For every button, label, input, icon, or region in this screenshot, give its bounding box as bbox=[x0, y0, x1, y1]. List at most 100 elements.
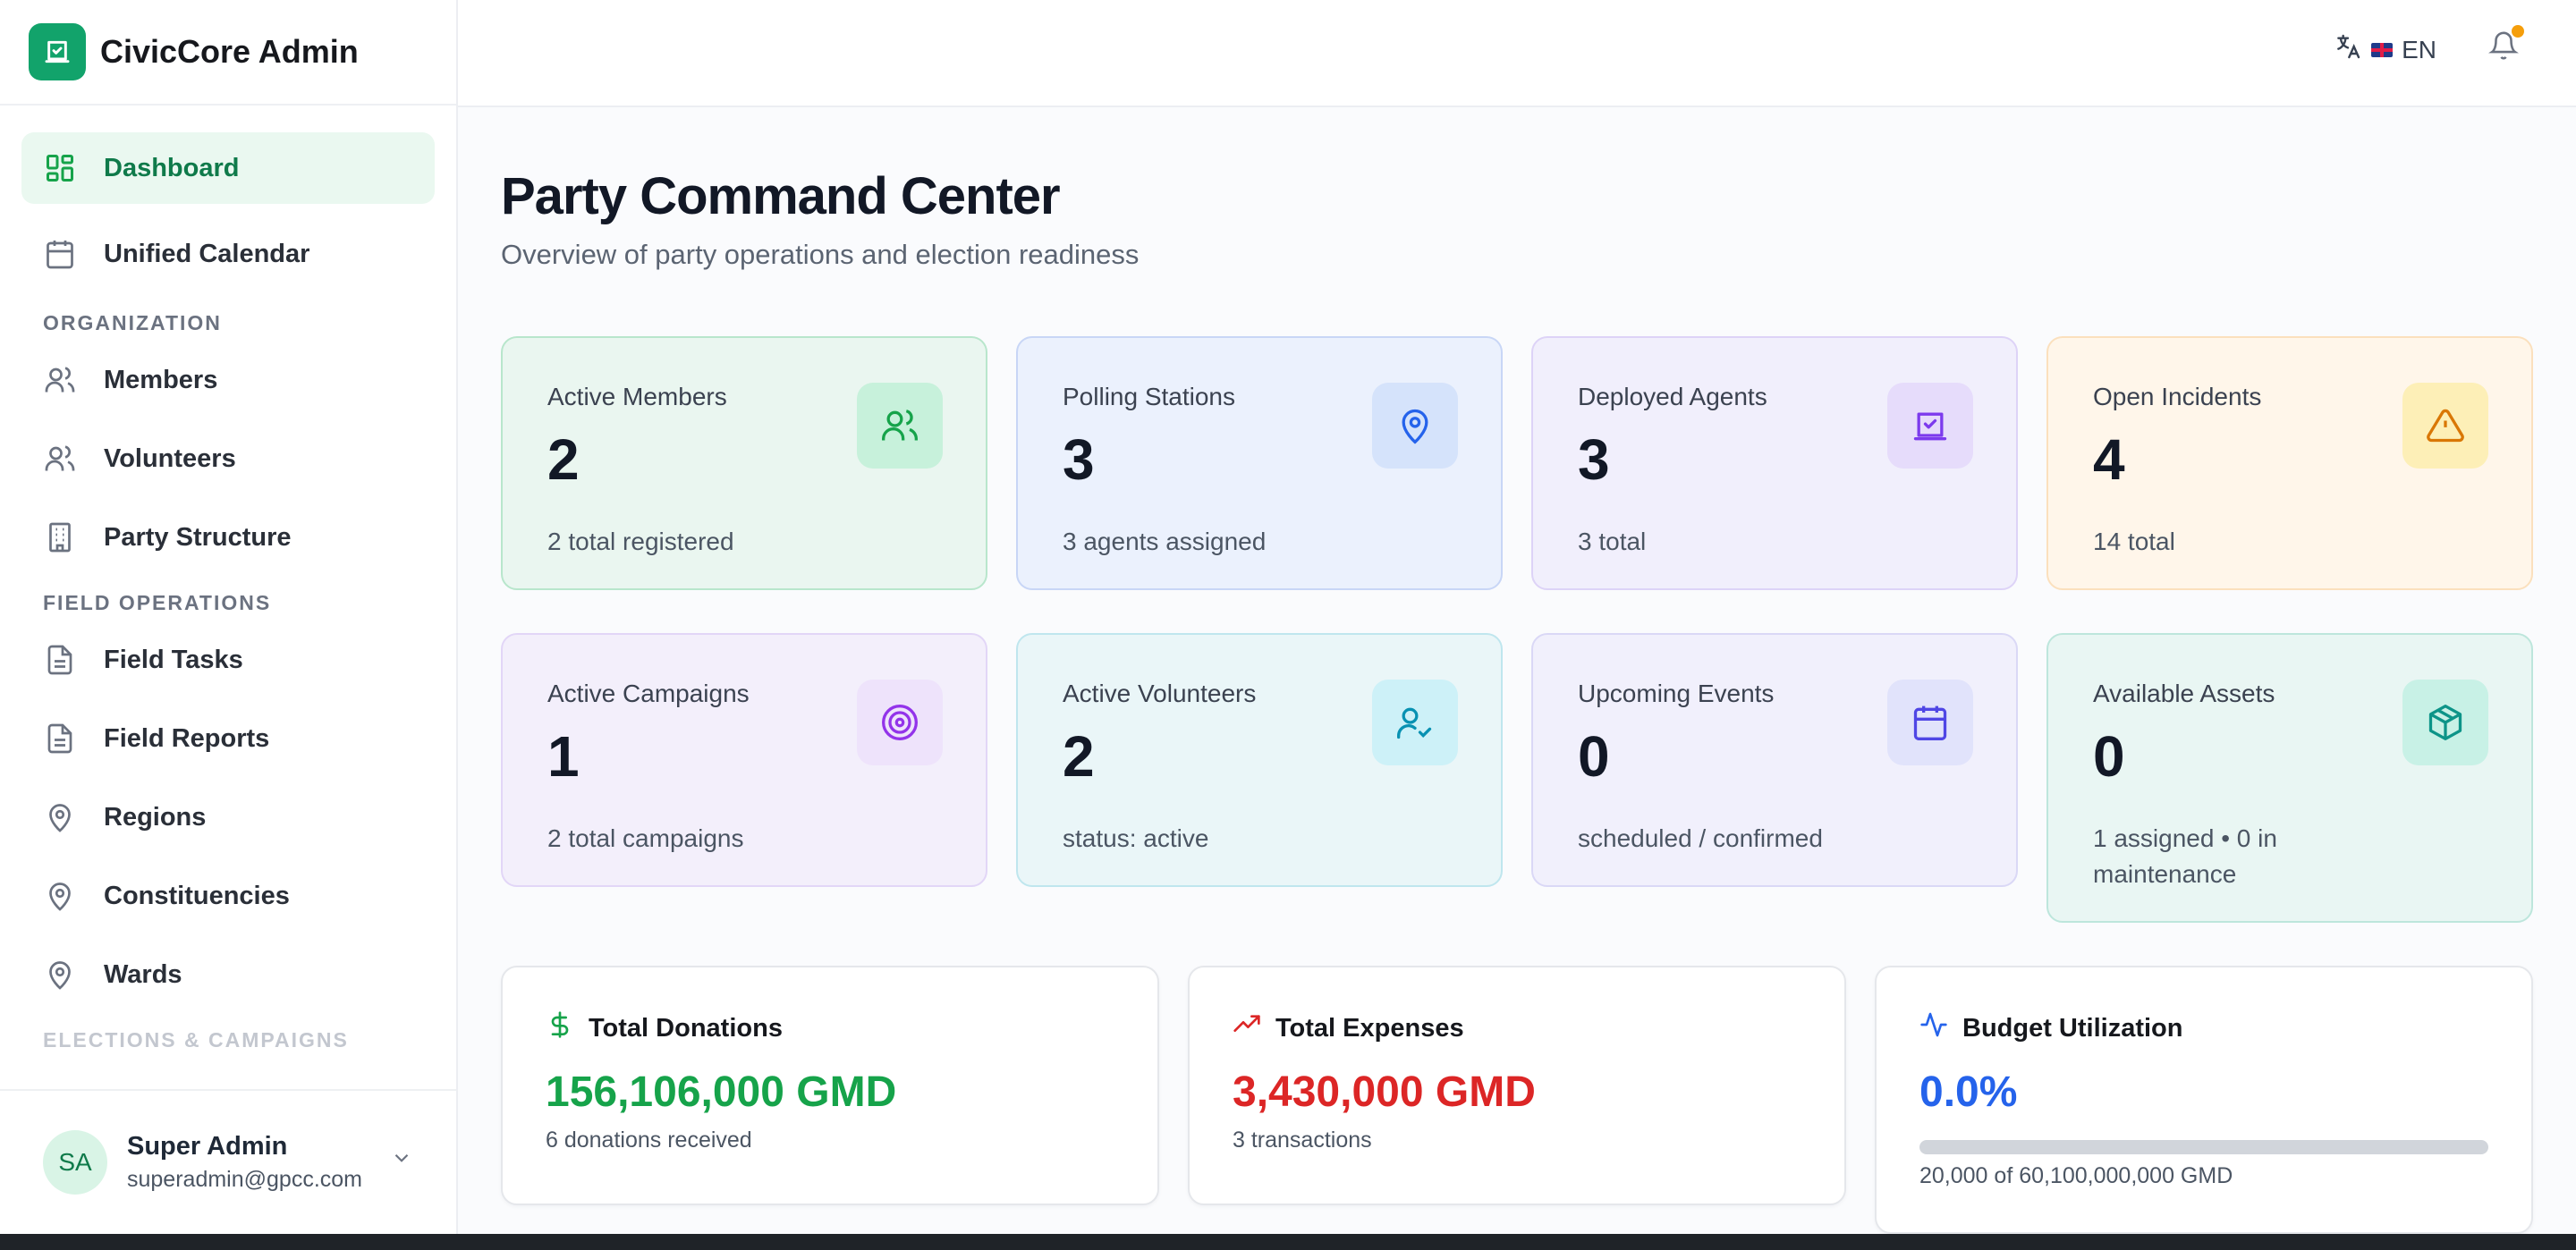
user-check-icon bbox=[1372, 680, 1458, 765]
stat-value: 2 bbox=[1063, 724, 1095, 789]
stat-card-available-assets[interactable]: Available Assets 0 1 assigned • 0 in mai… bbox=[2046, 633, 2533, 923]
language-code: EN bbox=[2402, 35, 2436, 63]
user-info: Super Admin superadmin@gpcc.com bbox=[127, 1132, 362, 1193]
stat-value: 4 bbox=[2093, 427, 2125, 492]
target-icon bbox=[857, 680, 943, 765]
budget-subtext: 20,000 of 60,100,000,000 GMD bbox=[1919, 1162, 2233, 1188]
package-icon bbox=[2402, 680, 2488, 765]
stat-subtext: 3 total bbox=[1578, 528, 1647, 555]
stat-subtext: 2 total registered bbox=[547, 528, 734, 555]
avatar: SA bbox=[43, 1130, 107, 1195]
sidebar-item-members[interactable]: Members bbox=[21, 348, 435, 412]
sidebar-item-label: Wards bbox=[104, 959, 182, 989]
stat-label: Deployed Agents bbox=[1578, 383, 1767, 410]
map-pin-icon bbox=[43, 958, 77, 992]
sidebar-item-label: Members bbox=[104, 365, 218, 394]
brand[interactable]: CivicCore Admin bbox=[0, 0, 456, 106]
user-menu[interactable]: SA Super Admin superadmin@gpcc.com bbox=[0, 1089, 456, 1234]
window-bottom-edge bbox=[0, 1234, 2576, 1250]
page-subtitle: Overview of party operations and electio… bbox=[501, 239, 1140, 270]
total-donations-card[interactable]: Total Donations 156,106,000 GMD 6 donati… bbox=[501, 966, 1159, 1205]
calendar-icon bbox=[43, 237, 77, 271]
sidebar-item-label: Field Reports bbox=[104, 723, 270, 753]
card-header: Total Donations bbox=[546, 1010, 1114, 1046]
bell-icon bbox=[2488, 31, 2519, 64]
card-title: Budget Utilization bbox=[1962, 1013, 2183, 1043]
uk-flag-icon bbox=[2371, 42, 2394, 57]
stat-label: Open Incidents bbox=[2093, 383, 2262, 410]
nav-section-title: ORGANIZATION bbox=[43, 311, 222, 334]
sidebar-item-label: Party Structure bbox=[104, 522, 292, 552]
translate-icon bbox=[2334, 32, 2362, 67]
file-text-icon bbox=[43, 643, 77, 677]
vote-box-icon bbox=[1887, 383, 1973, 469]
map-pin-icon bbox=[43, 879, 77, 913]
layout-grid-icon bbox=[43, 151, 77, 185]
sidebar-item-unified-calendar[interactable]: Unified Calendar bbox=[21, 218, 435, 290]
budget-utilization-card[interactable]: Budget Utilization 0.0% 20,000 of 60,100… bbox=[1875, 966, 2533, 1234]
stat-subtext: 3 agents assigned bbox=[1063, 528, 1267, 555]
stat-subtext: scheduled / confirmed bbox=[1578, 824, 1823, 852]
stat-label: Polling Stations bbox=[1063, 383, 1236, 410]
finance-row: Total Donations 156,106,000 GMD 6 donati… bbox=[501, 966, 2533, 1234]
sidebar-item-field-reports[interactable]: Field Reports bbox=[21, 706, 435, 771]
trending-up-icon bbox=[1233, 1010, 1261, 1046]
user-name: Super Admin bbox=[127, 1132, 288, 1161]
notifications-button[interactable] bbox=[2488, 25, 2524, 65]
top-bar: EN bbox=[458, 0, 2576, 107]
stat-label: Upcoming Events bbox=[1578, 680, 1775, 707]
stat-subtext: 14 total bbox=[2093, 528, 2175, 555]
sidebar-item-label: Unified Calendar bbox=[104, 239, 310, 268]
sidebar-item-label: Volunteers bbox=[104, 443, 236, 473]
stat-card-upcoming-events[interactable]: Upcoming Events 0 scheduled / confirmed bbox=[1531, 633, 2018, 887]
budget-value: 0.0% bbox=[1919, 1068, 2018, 1116]
stat-card-deployed-agents[interactable]: Deployed Agents 3 3 total bbox=[1531, 336, 2018, 590]
stat-card-active-volunteers[interactable]: Active Volunteers 2 status: active bbox=[1016, 633, 1503, 887]
sidebar-item-constituencies[interactable]: Constituencies bbox=[21, 864, 435, 928]
sidebar-item-party-structure[interactable]: Party Structure bbox=[21, 505, 435, 570]
stat-card-polling-stations[interactable]: Polling Stations 3 3 agents assigned bbox=[1016, 336, 1503, 590]
language-switcher[interactable]: EN bbox=[2334, 32, 2436, 67]
sidebar-item-volunteers[interactable]: Volunteers bbox=[21, 427, 435, 491]
stat-card-active-members[interactable]: Active Members 2 2 total registered bbox=[501, 336, 987, 590]
stat-value: 0 bbox=[1578, 724, 1610, 789]
calendar-icon bbox=[1887, 680, 1973, 765]
stat-value: 1 bbox=[547, 724, 580, 789]
card-header: Budget Utilization bbox=[1919, 1010, 2488, 1046]
activity-icon bbox=[1919, 1010, 1948, 1046]
sidebar-item-dashboard[interactable]: Dashboard bbox=[21, 132, 435, 204]
sidebar-item-label: Regions bbox=[104, 802, 207, 832]
nav-section-title: ELECTIONS & CAMPAIGNS bbox=[43, 1028, 349, 1052]
users-icon bbox=[857, 383, 943, 469]
sidebar-item-label: Dashboard bbox=[104, 153, 240, 182]
page-title: Party Command Center bbox=[501, 167, 1061, 225]
stat-card-open-incidents[interactable]: Open Incidents 4 14 total bbox=[2046, 336, 2533, 590]
budget-progress-bar bbox=[1919, 1139, 2488, 1154]
total-expenses-card[interactable]: Total Expenses 3,430,000 GMD 3 transacti… bbox=[1188, 966, 1846, 1205]
sidebar-item-label: Field Tasks bbox=[104, 645, 243, 674]
card-title: Total Donations bbox=[589, 1013, 783, 1043]
stat-label: Active Volunteers bbox=[1063, 680, 1257, 707]
donations-subtext: 6 donations received bbox=[546, 1127, 752, 1153]
warning-triangle-icon bbox=[2402, 383, 2488, 469]
stat-value: 0 bbox=[2093, 724, 2125, 789]
nav-section-title: FIELD OPERATIONS bbox=[43, 591, 272, 614]
stat-subtext: status: active bbox=[1063, 824, 1209, 852]
users-icon bbox=[43, 442, 77, 476]
expenses-value: 3,430,000 GMD bbox=[1233, 1068, 1536, 1116]
sidebar-item-regions[interactable]: Regions bbox=[21, 785, 435, 849]
sidebar-item-wards[interactable]: Wards bbox=[21, 942, 435, 1007]
card-header: Total Expenses bbox=[1233, 1010, 1801, 1046]
dollar-icon bbox=[546, 1010, 574, 1046]
stat-card-active-campaigns[interactable]: Active Campaigns 1 2 total campaigns bbox=[501, 633, 987, 887]
card-title: Total Expenses bbox=[1275, 1013, 1464, 1043]
chevron-down-icon[interactable] bbox=[390, 1146, 413, 1174]
building-icon bbox=[43, 520, 77, 554]
stat-subtext: 1 assigned • 0 in maintenance bbox=[2093, 824, 2277, 888]
vote-box-icon bbox=[29, 23, 86, 80]
stat-label: Active Campaigns bbox=[547, 680, 750, 707]
stat-label: Available Assets bbox=[2093, 680, 2275, 707]
sidebar-item-field-tasks[interactable]: Field Tasks bbox=[21, 628, 435, 692]
stat-label: Active Members bbox=[547, 383, 727, 410]
main-content: Party Command Center Overview of party o… bbox=[501, 107, 2533, 1234]
